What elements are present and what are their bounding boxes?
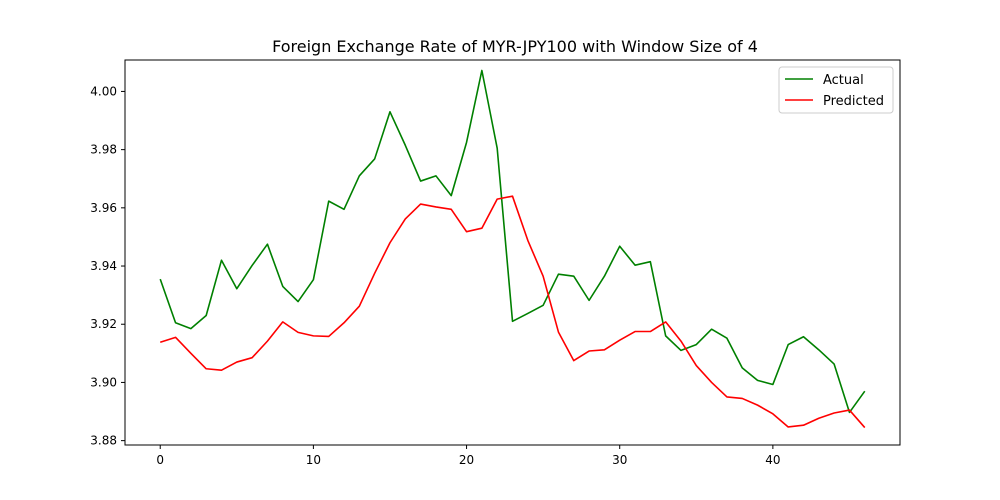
legend-label-predicted: Predicted [823,94,884,109]
y-tick-label: 3.90 [90,375,117,389]
y-tick-label: 4.00 [90,84,117,98]
series-line-predicted [159,195,866,429]
x-axis: 0 10 20 30 40 [156,445,781,467]
y-tick-label: 3.96 [90,201,117,215]
y-axis: 3.88 3.90 3.92 3.94 3.96 3.98 4.00 [90,84,125,448]
series-line-actual [159,69,866,414]
y-tick-label: 3.92 [90,317,117,331]
chart-title: Foreign Exchange Rate of MYR-JPY100 with… [272,37,758,56]
x-tick-label: 20 [459,453,474,467]
x-tick-label: 10 [306,453,321,467]
y-tick-label: 3.88 [90,434,117,448]
legend: Actual Predicted [778,66,894,114]
series-layer [159,69,866,429]
legend-label-actual: Actual [823,73,864,88]
y-tick-label: 3.98 [90,143,117,157]
x-tick-label: 30 [612,453,627,467]
x-tick-label: 40 [765,453,780,467]
plot-frame [124,59,901,446]
y-tick-label: 3.94 [90,259,117,273]
x-tick-label: 0 [156,453,164,467]
